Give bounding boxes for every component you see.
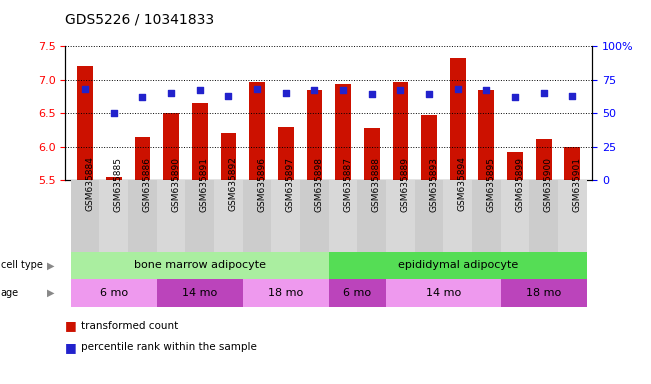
Text: GSM635896: GSM635896 [257, 157, 266, 212]
Text: GDS5226 / 10341833: GDS5226 / 10341833 [65, 13, 214, 27]
Bar [157, 180, 186, 252]
Bar [71, 180, 100, 252]
Bar [478, 90, 494, 180]
Text: bone marrow adipocyte: bone marrow adipocyte [134, 260, 266, 270]
Text: GSM635884: GSM635884 [85, 157, 94, 212]
Bar [386, 180, 415, 252]
Bar [421, 115, 437, 180]
Bar [271, 180, 300, 252]
Bar [415, 180, 443, 252]
Point [510, 94, 520, 100]
Text: GSM635894: GSM635894 [458, 157, 467, 212]
Bar [278, 127, 294, 180]
Text: GSM635892: GSM635892 [229, 157, 238, 212]
Text: cell type: cell type [1, 260, 42, 270]
Point [567, 93, 577, 99]
Text: GSM635897: GSM635897 [286, 157, 295, 212]
Point [538, 90, 549, 96]
Text: GSM635890: GSM635890 [171, 157, 180, 212]
Text: GSM635889: GSM635889 [400, 157, 409, 212]
Point [223, 93, 234, 99]
Text: transformed count: transformed count [81, 321, 178, 331]
Text: GSM635888: GSM635888 [372, 157, 381, 212]
Bar [71, 279, 157, 307]
Bar [564, 147, 580, 180]
Text: 18 mo: 18 mo [268, 288, 303, 298]
Bar [163, 113, 179, 180]
Bar [307, 90, 322, 180]
Point [252, 86, 262, 92]
Text: ▶: ▶ [47, 260, 55, 270]
Text: GSM635893: GSM635893 [429, 157, 438, 212]
Bar [536, 139, 551, 180]
Bar [443, 180, 472, 252]
Point [452, 86, 463, 92]
Point [367, 91, 377, 98]
Bar [214, 180, 243, 252]
Text: GSM635898: GSM635898 [314, 157, 324, 212]
Bar [501, 180, 529, 252]
Text: GSM635886: GSM635886 [143, 157, 152, 212]
Bar [100, 180, 128, 252]
Text: GSM635885: GSM635885 [114, 157, 123, 212]
Text: GSM635900: GSM635900 [544, 157, 553, 212]
Bar [249, 82, 265, 180]
Bar [77, 66, 93, 180]
Text: epididymal adipocyte: epididymal adipocyte [398, 260, 518, 270]
Text: ■: ■ [65, 341, 77, 354]
Bar [157, 279, 243, 307]
Text: ■: ■ [65, 319, 77, 333]
Bar [221, 133, 236, 180]
Point [424, 91, 434, 98]
Point [195, 88, 205, 94]
Bar [128, 180, 157, 252]
Text: 6 mo: 6 mo [343, 288, 372, 298]
Text: 18 mo: 18 mo [526, 288, 561, 298]
Bar [71, 252, 329, 279]
Text: ▶: ▶ [47, 288, 55, 298]
Bar [192, 103, 208, 180]
Bar [364, 128, 380, 180]
Bar [329, 180, 357, 252]
Text: GSM635895: GSM635895 [486, 157, 495, 212]
Bar [243, 279, 329, 307]
Bar [186, 180, 214, 252]
Bar [106, 177, 122, 180]
Point [80, 86, 90, 92]
Point [166, 90, 176, 96]
Bar [329, 279, 386, 307]
Text: GSM635891: GSM635891 [200, 157, 209, 212]
Text: GSM635899: GSM635899 [515, 157, 524, 212]
Text: 6 mo: 6 mo [100, 288, 128, 298]
Text: GSM635887: GSM635887 [343, 157, 352, 212]
Text: GSM635901: GSM635901 [572, 157, 581, 212]
Bar [558, 180, 587, 252]
Bar [243, 180, 271, 252]
Point [309, 88, 320, 94]
Point [137, 94, 148, 100]
Bar [450, 58, 465, 180]
Point [109, 110, 119, 116]
Bar [329, 252, 587, 279]
Point [281, 90, 291, 96]
Bar [386, 279, 501, 307]
Bar [135, 137, 150, 180]
Bar [507, 152, 523, 180]
Bar [335, 84, 351, 180]
Bar [529, 180, 558, 252]
Text: age: age [1, 288, 19, 298]
Point [395, 88, 406, 94]
Bar [393, 82, 408, 180]
Bar [357, 180, 386, 252]
Bar [472, 180, 501, 252]
Text: 14 mo: 14 mo [426, 288, 461, 298]
Bar [300, 180, 329, 252]
Bar [501, 279, 587, 307]
Point [338, 88, 348, 94]
Text: 14 mo: 14 mo [182, 288, 217, 298]
Point [481, 88, 492, 94]
Text: percentile rank within the sample: percentile rank within the sample [81, 342, 257, 352]
